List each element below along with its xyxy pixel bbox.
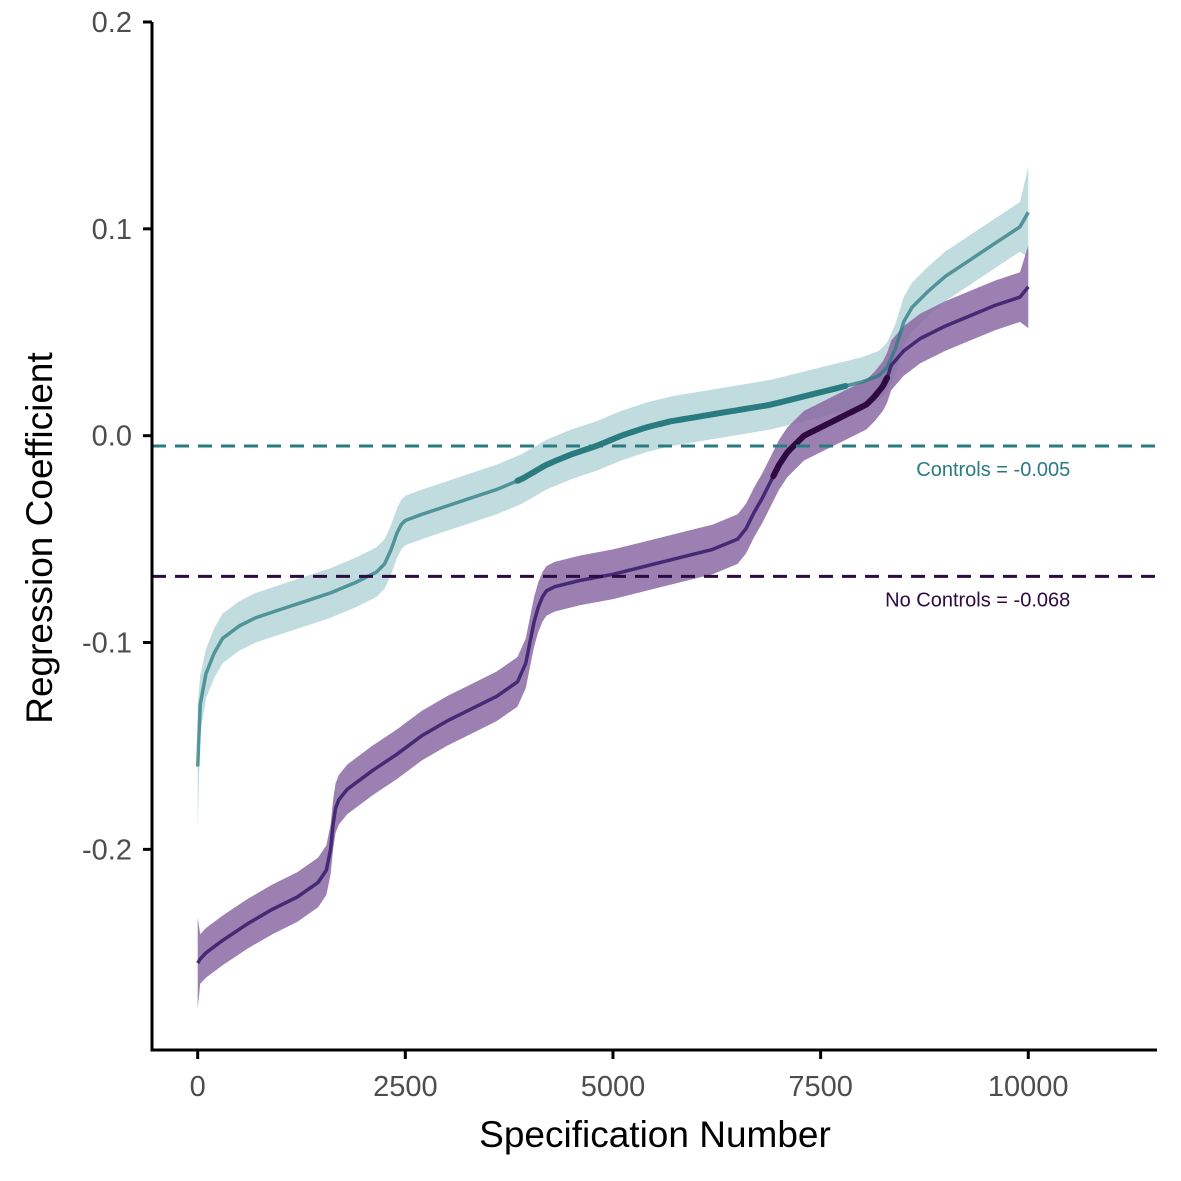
confidence-band-no_controls [197,245,1029,1009]
x-tick-label: 7500 [788,1071,853,1103]
y-axis-title: Regression Coefficient [19,351,60,723]
series-line-controls [195,211,1030,767]
y-tick-label: 0.1 [92,214,132,246]
y-tick-label: -0.1 [82,628,132,660]
y-tick-label: 0.2 [92,7,132,39]
reference-lines: Controls = -0.005 No Controls = -0.068 [152,444,1157,611]
highlighted-segments [514,374,891,484]
reference-label-no_controls: No Controls = -0.068 [885,589,1070,611]
y-tick-label: 0.0 [92,421,132,453]
reference-label-controls: Controls = -0.005 [916,459,1070,481]
axis-ticks: 0 2500 5000 7500 10000 -0.2 -0.1 0.0 0.1 0.2 [82,7,1069,1103]
confidence-band-controls [197,166,1029,829]
highlight-segment-no_controls [770,374,891,480]
x-tick-label: 5000 [581,1071,646,1103]
confidence-bands [197,166,1029,1009]
y-tick-label: -0.2 [82,834,132,866]
highlight-segment-controls [514,383,849,484]
x-tick-label: 0 [190,1071,206,1103]
axes [150,22,1157,1052]
x-tick-label: 2500 [373,1071,438,1103]
x-axis-title: Specification Number [479,1114,831,1155]
x-tick-label: 10000 [988,1071,1069,1103]
